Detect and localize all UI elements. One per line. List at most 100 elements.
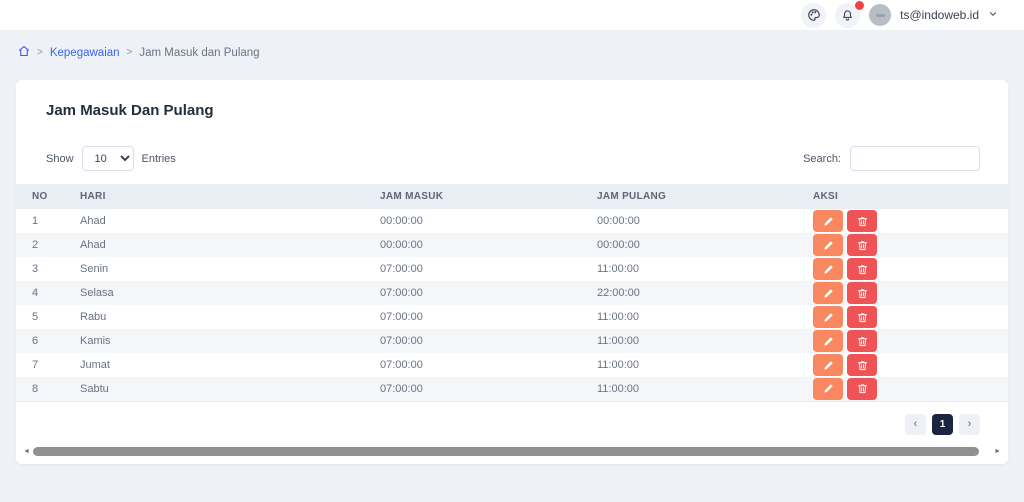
cell-hari: Rabu <box>80 311 107 323</box>
pagination-next-button[interactable]: › <box>959 413 980 435</box>
cell-jam-pulang: 00:00:00 <box>597 239 640 251</box>
table-header-row: NO HARI JAM MASUK JAM PULANG AKSI <box>16 184 1008 209</box>
cell-jam-pulang: 11:00:00 <box>597 335 640 347</box>
cell-jam-pulang: 11:00:00 <box>597 311 640 323</box>
scroll-right-arrow-icon[interactable]: ► <box>994 447 1001 455</box>
horizontal-scrollbar[interactable]: ◄ ► <box>22 446 1002 457</box>
pencil-icon <box>823 240 834 251</box>
cell-no: 8 <box>32 382 39 395</box>
breadcrumb-home-link[interactable] <box>18 45 30 60</box>
delete-button[interactable] <box>847 354 877 376</box>
cell-jam-pulang: 11:00:00 <box>597 263 640 275</box>
trash-icon <box>857 383 868 394</box>
row-actions <box>813 330 1008 352</box>
pencil-icon <box>823 216 834 227</box>
trash-icon <box>857 360 868 371</box>
home-icon <box>18 45 30 60</box>
cell-jam-masuk: 07:00:00 <box>380 359 423 371</box>
search-input[interactable] <box>850 146 980 171</box>
cell-hari: Sabtu <box>80 382 109 395</box>
table-row: 8 Sabtu 07:00:00 11:00:00 <box>16 377 1008 401</box>
scrollbar-thumb[interactable] <box>32 446 979 456</box>
cell-jam-pulang: 22:00:00 <box>597 287 640 299</box>
delete-button[interactable] <box>847 306 877 328</box>
table-row: 4 Selasa 07:00:00 22:00:00 <box>16 281 1008 305</box>
cell-no: 7 <box>32 359 39 371</box>
breadcrumb: > Kepegawaian > Jam Masuk dan Pulang <box>0 31 1024 70</box>
pencil-icon <box>823 264 834 275</box>
bell-icon <box>841 9 854 22</box>
user-email[interactable]: ts@indoweb.id <box>900 8 979 22</box>
search-control: Search: <box>803 146 980 171</box>
column-header-no: NO <box>16 184 64 209</box>
column-header-jam-masuk: JAM MASUK <box>364 184 581 209</box>
edit-button[interactable] <box>813 210 843 232</box>
theme-toggle-button[interactable] <box>801 2 827 28</box>
delete-button[interactable] <box>847 377 877 400</box>
schedule-table: NO HARI JAM MASUK JAM PULANG AKSI 1 Ahad… <box>16 184 1008 402</box>
breadcrumb-link-kepegawaian[interactable]: Kepegawaian <box>49 46 120 59</box>
cell-jam-masuk: 07:00:00 <box>380 287 423 299</box>
delete-button[interactable] <box>847 258 877 280</box>
edit-button[interactable] <box>813 330 843 352</box>
pagination-prev-button[interactable]: ‹ <box>905 413 926 435</box>
cell-hari: Ahad <box>80 215 106 227</box>
pagination-page-1-button[interactable]: 1 <box>932 413 953 435</box>
cell-hari: Senin <box>80 263 109 275</box>
pencil-icon <box>823 383 834 394</box>
edit-button[interactable] <box>813 354 843 376</box>
cell-jam-masuk: 07:00:00 <box>380 311 423 323</box>
notification-badge <box>854 0 866 11</box>
column-header-jam-pulang: JAM PULANG <box>581 184 797 209</box>
column-header-hari: HARI <box>64 184 364 209</box>
table-row: 1 Ahad 00:00:00 00:00:00 <box>16 209 1008 233</box>
cell-jam-masuk: 00:00:00 <box>380 239 423 251</box>
cell-hari: Ahad <box>80 239 106 251</box>
scroll-left-arrow-icon[interactable]: ◄ <box>23 447 30 455</box>
table-row: 5 Rabu 07:00:00 11:00:00 <box>16 305 1008 329</box>
row-actions <box>813 306 1008 328</box>
entries-label: Entries <box>141 152 176 165</box>
table-body: 1 Ahad 00:00:00 00:00:00 <box>16 209 1008 401</box>
trash-icon <box>857 264 868 275</box>
content-card: Jam Masuk Dan Pulang Show 10 Entries Sea… <box>16 80 1008 464</box>
user-menu-toggle[interactable] <box>988 6 998 24</box>
edit-button[interactable] <box>813 377 843 400</box>
delete-button[interactable] <box>847 282 877 304</box>
cell-no: 3 <box>32 263 39 275</box>
edit-button[interactable] <box>813 306 843 328</box>
cell-jam-masuk: 07:00:00 <box>380 263 423 275</box>
cell-no: 6 <box>32 335 39 347</box>
edit-button[interactable] <box>813 234 843 256</box>
edit-button[interactable] <box>813 282 843 304</box>
top-navbar: ts@indoweb.id <box>0 0 1024 31</box>
page-size-select[interactable]: 10 <box>81 146 134 171</box>
edit-button[interactable] <box>813 258 843 280</box>
delete-button[interactable] <box>847 234 877 256</box>
pagination: ‹ 1 › <box>16 402 1008 443</box>
row-actions <box>813 354 1008 376</box>
trash-icon <box>857 288 868 299</box>
row-actions <box>813 258 1008 280</box>
notifications-button[interactable] <box>835 0 866 28</box>
trash-icon <box>857 240 868 251</box>
search-label: Search: <box>803 152 841 165</box>
trash-icon <box>857 216 868 227</box>
cell-jam-masuk: 07:00:00 <box>380 382 423 395</box>
table-row: 7 Jumat 07:00:00 11:00:00 <box>16 353 1008 377</box>
table-row: 2 Ahad 00:00:00 00:00:00 <box>16 233 1008 257</box>
cell-no: 2 <box>32 239 39 251</box>
pencil-icon <box>823 360 834 371</box>
cell-jam-pulang: 00:00:00 <box>597 215 640 227</box>
pencil-icon <box>823 288 834 299</box>
chevron-down-icon <box>988 6 998 24</box>
row-actions <box>813 377 1008 400</box>
delete-button[interactable] <box>847 210 877 232</box>
cell-hari: Kamis <box>80 335 111 347</box>
cell-no: 5 <box>32 311 39 323</box>
column-header-aksi: AKSI <box>797 184 1008 209</box>
avatar[interactable] <box>869 4 892 26</box>
palette-icon <box>807 8 821 22</box>
show-label: Show <box>46 152 74 165</box>
delete-button[interactable] <box>847 330 877 352</box>
